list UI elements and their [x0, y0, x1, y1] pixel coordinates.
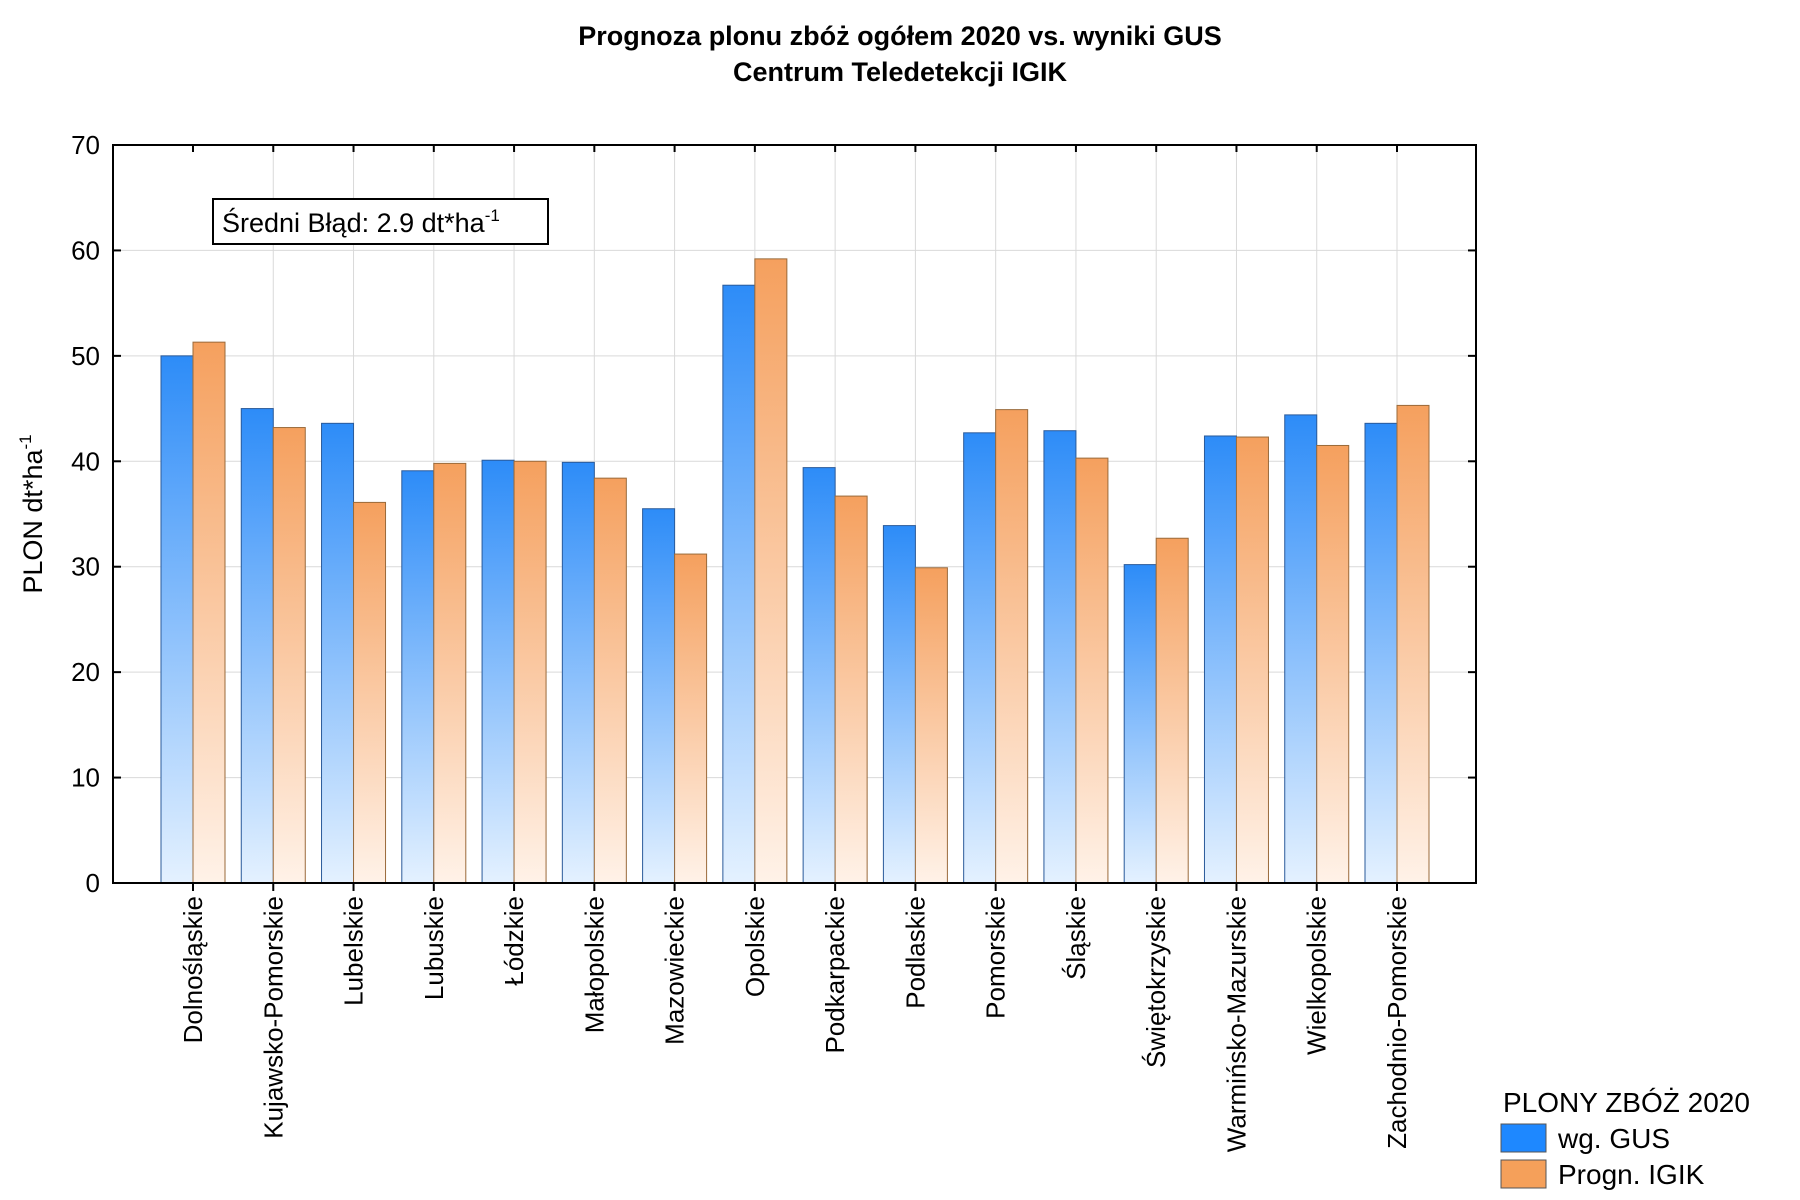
legend: PLONY ZBÓŻ 2020 wg. GUS Progn. IGIK	[1500, 1087, 1750, 1190]
bar-igik	[1316, 444, 1350, 884]
bar-igik	[192, 341, 226, 884]
category-label: Podlaskie	[900, 896, 930, 1009]
category-label: Łódzkie	[499, 896, 529, 986]
chart-subtitle: Centrum Teledetekcji IGIK	[733, 57, 1068, 87]
bar-gus	[642, 508, 676, 884]
plot-frame	[112, 144, 1477, 884]
y-tick-label: 60	[71, 235, 100, 265]
legend-title: PLONY ZBÓŻ 2020	[1503, 1087, 1750, 1118]
y-axis-label-sup: -1	[16, 434, 35, 449]
y-tick-label: 50	[71, 341, 100, 371]
category-label: Kujawsko-Pomorskie	[258, 896, 288, 1139]
category-label: Zachodnio-Pomorskie	[1382, 896, 1412, 1149]
bar-gus	[401, 470, 435, 884]
bars	[160, 258, 1430, 884]
annotation-box	[212, 198, 549, 245]
category-label: Podkarpackie	[820, 896, 850, 1054]
y-axis-label-main: PLON dt*ha	[18, 449, 48, 594]
error-annotation: Średni Błąd: 2.9 dt*ha-1	[212, 198, 549, 245]
bar-gus	[1203, 435, 1237, 884]
bar-igik	[1075, 457, 1109, 884]
y-tick-label: 0	[86, 868, 100, 898]
bar-igik	[1155, 537, 1189, 884]
y-tick-label: 10	[71, 763, 100, 793]
bar-igik	[1396, 404, 1430, 884]
legend-swatch-gus	[1500, 1123, 1547, 1153]
category-label: Małopolskie	[579, 896, 609, 1033]
bar-igik	[513, 460, 547, 884]
y-axis-ticks: 0 10 20 30 40 50 60 70	[71, 130, 1476, 898]
y-axis-label: PLON dt*ha-1	[16, 434, 48, 593]
bar-gus	[481, 459, 515, 884]
bar-gus	[1043, 430, 1077, 884]
bar-gus	[1364, 422, 1398, 884]
bar-gus	[240, 408, 274, 884]
annotation-main: Średni Błąd: 2.9 dt*ha	[222, 206, 486, 238]
category-label: Lubelskie	[339, 896, 369, 1006]
x-axis-labels: Dolnośląskie Kujawsko-Pomorskie Lubelskie L…	[178, 896, 1412, 1152]
category-label: Świętokrzyskie	[1141, 896, 1171, 1068]
bar-gus	[1284, 414, 1318, 884]
bar-igik	[914, 567, 948, 884]
category-label: Śląskie	[1061, 896, 1091, 980]
bar-gus	[882, 525, 916, 884]
bar-igik	[1235, 436, 1269, 884]
category-label: Lubuskie	[419, 896, 449, 1000]
legend-label-igik: Progn. IGIK	[1558, 1159, 1705, 1190]
category-label: Mazowieckie	[660, 896, 690, 1045]
category-label: Opolskie	[740, 896, 770, 997]
chart-title: Prognoza plonu zbóż ogółem 2020 vs. wyni…	[578, 21, 1222, 51]
bar-igik	[593, 477, 627, 884]
category-label: Pomorskie	[981, 896, 1011, 1019]
y-tick-label: 70	[71, 130, 100, 160]
grid	[113, 145, 1476, 883]
category-label: Warmińsko-Mazurskie	[1221, 896, 1251, 1152]
y-tick-label: 40	[71, 446, 100, 476]
bar-igik	[834, 495, 868, 884]
bar-igik	[433, 462, 467, 884]
annotation-sup: -1	[485, 206, 500, 225]
bar-gus	[722, 284, 756, 884]
legend-label-gus: wg. GUS	[1557, 1123, 1670, 1154]
bar-igik	[754, 258, 788, 884]
y-tick-label: 30	[71, 552, 100, 582]
category-label: Dolnośląskie	[178, 896, 208, 1043]
bar-gus	[160, 355, 194, 884]
legend-swatch-igik	[1500, 1159, 1547, 1189]
bar-gus	[561, 461, 595, 884]
annotation-text: Średni Błąd: 2.9 dt*ha-1	[222, 206, 500, 238]
category-label: Wielkopolskie	[1302, 896, 1332, 1055]
bar-igik	[353, 501, 387, 884]
bar-igik	[995, 409, 1029, 884]
bar-gus	[321, 422, 355, 884]
bar-gus	[802, 467, 836, 884]
bar-gus	[963, 432, 997, 884]
y-tick-label: 20	[71, 657, 100, 687]
bar-gus	[1123, 564, 1157, 884]
bar-igik	[272, 427, 306, 884]
bar-igik	[674, 553, 708, 884]
